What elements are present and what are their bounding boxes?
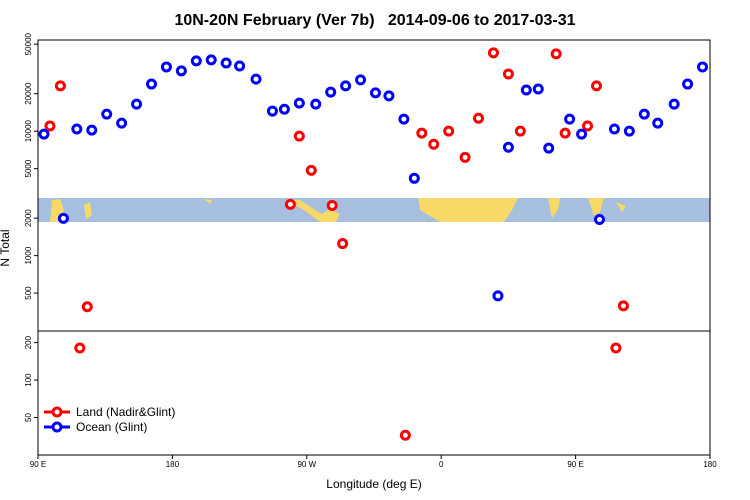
point (617, 300, 629, 312)
point (86, 124, 98, 136)
point (638, 108, 650, 120)
point (71, 123, 83, 135)
point (398, 113, 410, 125)
point (697, 61, 709, 73)
point (190, 55, 202, 67)
y-tick-label: 200 (24, 335, 33, 349)
point (74, 342, 86, 354)
map-strip (38, 198, 710, 222)
point (582, 120, 594, 132)
point (145, 78, 157, 90)
point (593, 214, 605, 226)
point (326, 199, 338, 211)
point (305, 164, 317, 176)
point (369, 87, 381, 99)
point (502, 68, 514, 80)
point (576, 128, 588, 140)
x-tick-label: 90 E (567, 460, 583, 469)
point (623, 125, 635, 137)
point (266, 105, 278, 117)
point (408, 172, 420, 184)
chart-title: 10N-20N February (Ver 7b) 2014-09-06 to … (174, 12, 575, 29)
point (355, 74, 367, 86)
y-tick-label: 1000 (24, 246, 33, 264)
point (514, 125, 526, 137)
point (325, 86, 337, 98)
point (220, 57, 232, 69)
y-tick-label: 5000 (24, 159, 33, 177)
x-tick-label: 180 (703, 460, 717, 469)
x-tick-label: 90 E (30, 460, 46, 469)
point (116, 117, 128, 129)
point (340, 80, 352, 92)
y-tick-label: 50000 (24, 32, 33, 55)
point (459, 151, 471, 163)
legend-marker (51, 406, 63, 418)
point (652, 117, 664, 129)
y-tick-label: 500 (24, 286, 33, 300)
point (81, 301, 93, 313)
point (487, 47, 499, 59)
point (610, 342, 622, 354)
point (131, 98, 143, 110)
point (293, 97, 305, 109)
y-tick-label: 20000 (24, 82, 33, 105)
point (550, 48, 562, 60)
point (234, 60, 246, 72)
y-tick-label: 10000 (24, 119, 33, 142)
y-tick-label: 100 (24, 373, 33, 387)
point (591, 80, 603, 92)
x-tick-label: 0 (439, 460, 444, 469)
point (293, 130, 305, 142)
point (44, 120, 56, 132)
point (57, 212, 69, 224)
legend-marker (51, 421, 63, 433)
y-axis-label: N Total (0, 229, 12, 266)
point (160, 61, 172, 73)
point (559, 127, 571, 139)
legend-label: Land (Nadir&Glint) (76, 405, 175, 419)
point (205, 54, 217, 66)
point (502, 141, 514, 153)
point (101, 108, 113, 120)
point (54, 80, 66, 92)
point (38, 128, 50, 140)
point (278, 103, 290, 115)
point (284, 198, 296, 210)
point (520, 84, 532, 96)
point (383, 90, 395, 102)
point (399, 429, 411, 441)
plot-frame (37, 39, 711, 456)
x-axis-label: Longitude (deg E) (326, 477, 421, 491)
point (492, 290, 504, 302)
point (428, 138, 440, 150)
point (310, 98, 322, 110)
x-tick-label: 180 (166, 460, 180, 469)
point (543, 142, 555, 154)
y-tick-label: 50 (24, 413, 33, 422)
point (668, 98, 680, 110)
point (250, 73, 262, 85)
point (682, 78, 694, 90)
y-tick-label: 2000 (24, 209, 33, 227)
point (416, 127, 428, 139)
legend-label: Ocean (Glint) (76, 420, 147, 434)
x-tick-label: 90 W (297, 460, 316, 469)
point (532, 83, 544, 95)
point (608, 123, 620, 135)
point (564, 113, 576, 125)
point (473, 112, 485, 124)
point (337, 238, 349, 250)
point (443, 125, 455, 137)
point (175, 65, 187, 77)
